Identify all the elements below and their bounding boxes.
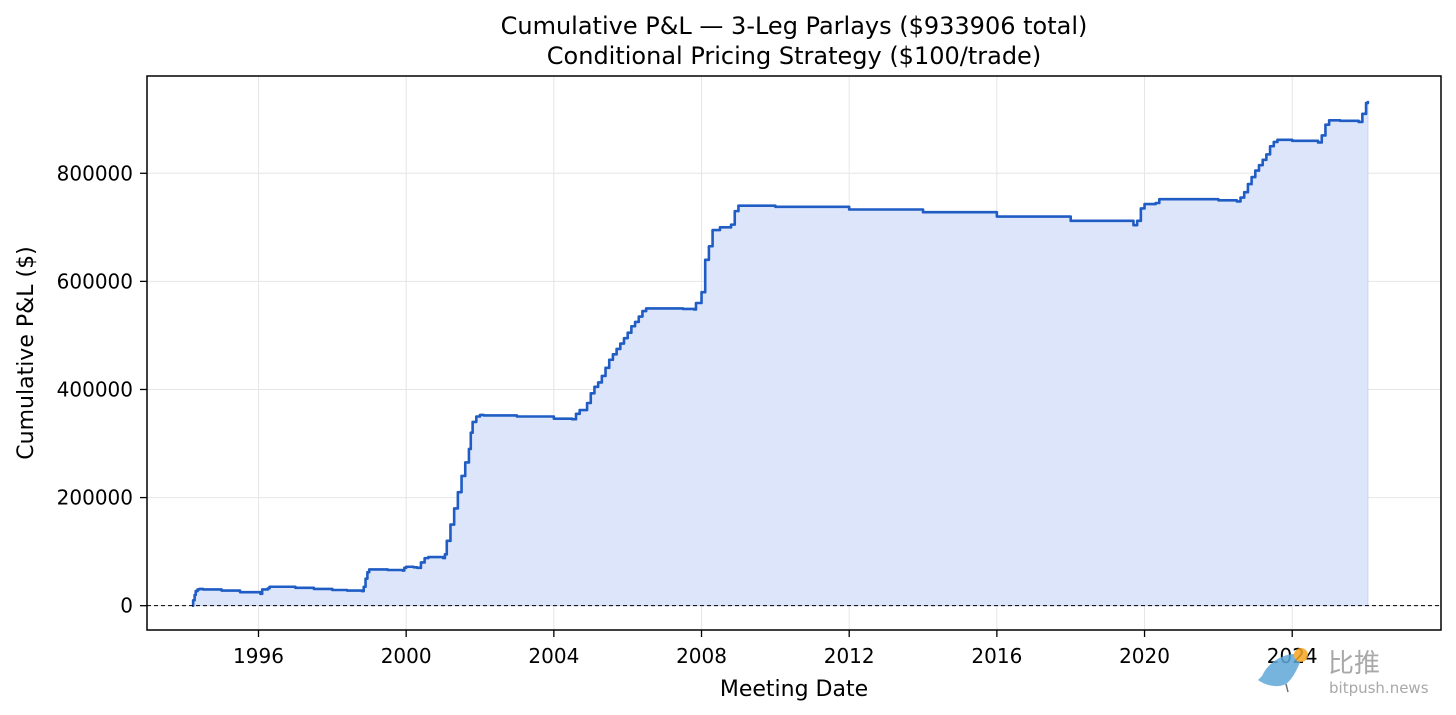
x-tick-label: 2000: [381, 644, 432, 668]
y-tick-label: 400000: [57, 377, 133, 401]
x-tick-label: 2004: [528, 644, 579, 668]
x-tick-label: 2008: [676, 644, 727, 668]
x-axis-label: Meeting Date: [720, 677, 868, 702]
y-tick-label: 600000: [57, 269, 133, 293]
chart-subtitle: Conditional Pricing Strategy ($100/trade…: [547, 42, 1041, 70]
watermark-domain: bitpush.news: [1329, 679, 1429, 697]
plot-area: [191, 100, 1370, 607]
chart-title: Cumulative P&L — 3-Leg Parlays ($933906 …: [501, 12, 1088, 40]
x-tick-label: 2020: [1119, 644, 1170, 668]
x-tick-label: 1996: [233, 644, 284, 668]
watermark-brand: 比推: [1328, 649, 1380, 679]
y-axis-label: Cumulative P&L ($): [14, 246, 39, 459]
axes: 1996200020042008201220162020202402000004…: [57, 75, 1442, 668]
series-line: [191, 100, 1370, 607]
x-tick-label: 2016: [971, 644, 1022, 668]
bitpush-logo-icon: [1258, 648, 1308, 693]
y-tick-label: 800000: [57, 161, 133, 185]
y-tick-label: 200000: [57, 486, 133, 510]
x-tick-label: 2012: [824, 644, 875, 668]
plot-frame: [146, 75, 1442, 631]
y-tick-label: 0: [120, 594, 133, 618]
